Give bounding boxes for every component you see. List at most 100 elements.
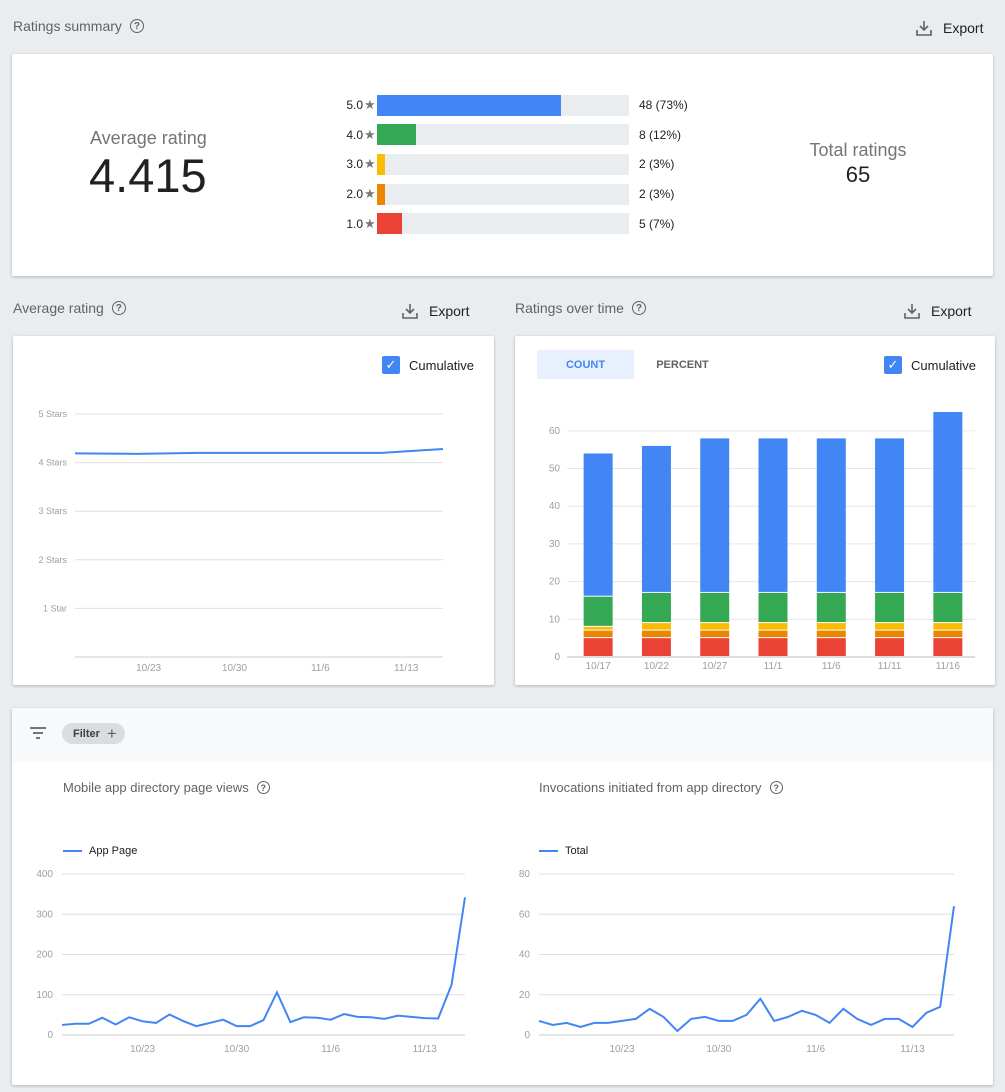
total-ratings-label: Total ratings [809,140,907,160]
y-tick-label: 10 [549,614,561,625]
average-rating-chart: 5 Stars 4 Stars 3 Stars 2 Stars 1 Star 10/23 1… [38,409,444,674]
bar-segment [758,592,788,623]
invocations-chart: 0 20 40 60 80 10/23 10/30 11/6 11/13 [519,869,955,1055]
bar-segment [933,630,963,638]
star-icon: ★ [364,215,376,231]
bar-segment [875,438,905,592]
y-tick-label: 60 [519,909,531,920]
rating-bar-track [377,124,629,146]
ratings-summary-title-text: Ratings summary [13,18,122,34]
filter-label: Filter [73,727,100,740]
x-tick-label: 10/30 [706,1044,731,1055]
x-tick-label: 10/30 [224,1044,249,1055]
rating-bar-track [377,153,629,175]
average-rating-label: Average rating [90,128,207,148]
help-icon[interactable]: ? [256,781,270,794]
bar-segment [700,592,730,623]
bar-segment [758,630,788,638]
y-tick-label: 0 [554,652,560,663]
bar-segment [641,638,671,656]
star-icon: ★ [364,97,376,112]
download-icon [904,304,920,319]
ratings-summary-title: Ratings summary ? [13,18,144,34]
invocations-title-text: Invocations initiated from app directory [539,780,762,795]
y-tick-label: 60 [549,426,561,437]
checkbox-checked-icon[interactable]: ✓ [884,356,902,374]
average-rating-title: Average rating ? [13,300,126,316]
tab-percent[interactable]: PERCENT [656,358,709,371]
x-tick-label: 10/27 [702,661,727,672]
x-tick-label: 10/23 [136,663,161,674]
rating-bar-fill [377,124,417,146]
bar-segment [933,592,963,623]
add-icon: + [106,723,117,743]
y-tick-label: 300 [36,909,53,920]
x-tick-label: 10/17 [586,661,611,672]
bar-segment [700,438,730,592]
filter-list-icon[interactable] [29,726,47,740]
ratings-summary-card: Average rating 4.415 5.0 ★ 48 (73%) 4.0 ★ 8 (… [12,54,993,276]
x-tick-label: 11/16 [936,661,961,672]
legend-swatch [539,850,558,852]
export-button[interactable]: Export [401,302,469,320]
filter-chip[interactable]: Filter + [62,723,125,744]
rating-bar-fill [377,183,385,205]
directory-metrics-card: Filter + Mobile app directory page views… [12,708,993,1085]
help-icon[interactable]: ? [631,301,646,315]
rating-count: 2 (3%) [639,157,675,172]
download-icon [402,304,418,319]
export-label: Export [943,20,984,36]
x-tick-label: 10/23 [130,1044,155,1055]
x-tick-label: 11/6 [806,1044,825,1055]
rating-row-4.0: 4.0 ★ 8 (12%) [333,124,681,146]
y-tick-label: 20 [519,990,531,1001]
rating-level: 4.0 [346,127,363,142]
cumulative-checkbox[interactable]: ✓ Cumulative [884,356,976,374]
average-rating-card: ✓ Cumulative 5 Stars 4 Stars 3 Stars 2 Star… [13,336,494,685]
rating-bar-fill [377,94,561,116]
bar-segment [583,453,613,596]
x-tick-label: 10/23 [609,1044,634,1055]
rating-level: 2.0 [346,187,363,202]
average-rating-line [74,447,444,455]
legend-swatch [63,850,82,852]
bar-segment [875,623,905,630]
ratings-over-time-title: Ratings over time ? [515,300,646,316]
x-tick-label: 11/1 [764,661,783,672]
rating-bar-track [377,183,629,205]
data-line [61,897,466,1028]
star-icon: ★ [364,186,376,202]
star-icon: ★ [364,126,376,142]
x-tick-label: 11/11 [878,661,902,672]
invocations-title: Invocations initiated from app directory… [539,780,783,795]
invocations-legend: Total [539,845,588,857]
average-rating-value: 4.415 [89,149,207,202]
cumulative-checkbox[interactable]: ✓ Cumulative [382,356,474,374]
help-icon[interactable]: ? [769,781,783,794]
tab-count[interactable]: COUNT [537,350,634,379]
y-tick-label: 0 [524,1030,530,1041]
bar-segment [816,638,846,656]
rating-level: 3.0 [346,157,363,172]
export-label: Export [931,303,972,319]
x-tick-label: 11/13 [394,663,419,674]
y-tick-label: 40 [519,950,531,961]
y-tick-label: 400 [36,869,53,880]
rating-row-2.0: 2.0 ★ 2 (3%) [333,183,674,205]
export-button[interactable]: Export [903,302,971,320]
rating-row-5.0: 5.0 ★ 48 (73%) [333,94,688,116]
checkbox-checked-icon[interactable]: ✓ [382,356,400,374]
bar-segment [641,623,671,630]
legend-label: App Page [89,845,138,857]
help-icon[interactable]: ? [111,301,126,315]
x-tick-label: 11/6 [311,663,330,674]
export-button[interactable]: Export [915,19,983,37]
page-views-title-text: Mobile app directory page views [63,780,249,795]
rating-count: 48 (73%) [639,98,688,112]
ratings-over-time-title-text: Ratings over time [515,300,624,316]
x-tick-label: 10/22 [644,661,669,672]
x-tick-label: 10/30 [222,663,247,674]
help-icon[interactable]: ? [129,19,144,33]
bar-segment [700,638,730,656]
rating-level: 1.0 [346,216,363,231]
